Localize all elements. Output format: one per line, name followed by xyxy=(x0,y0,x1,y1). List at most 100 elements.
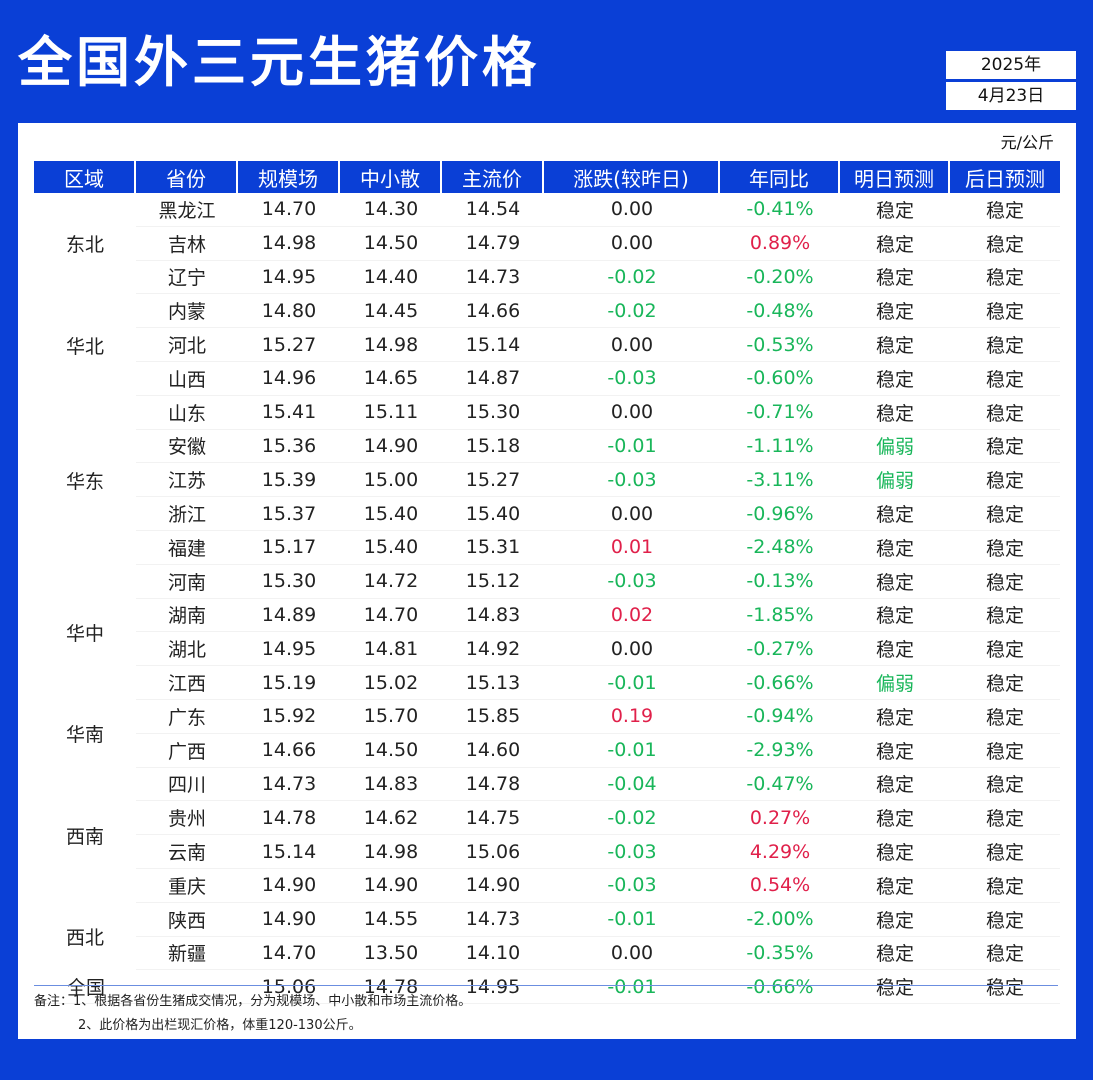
small-farm-cell: 14.72 xyxy=(340,565,442,599)
change-cell: -0.03 xyxy=(544,463,720,498)
day-after-forecast-cell: 稳定 xyxy=(950,937,1060,971)
change-cell: 0.00 xyxy=(544,193,720,227)
day-after-forecast-cell: 稳定 xyxy=(950,396,1060,430)
main-price-cell: 15.85 xyxy=(442,700,544,734)
region-cell: 华中 xyxy=(65,622,104,645)
large-farm-cell: 14.73 xyxy=(238,768,340,802)
yoy-cell: -0.71% xyxy=(720,396,840,430)
tomorrow-forecast-cell: 稳定 xyxy=(840,700,950,734)
small-farm-cell: 15.40 xyxy=(340,531,442,565)
large-farm-cell: 15.27 xyxy=(238,328,340,362)
day-after-forecast-cell: 稳定 xyxy=(950,801,1060,836)
change-cell: -0.03 xyxy=(544,565,720,599)
main-price-cell: 14.83 xyxy=(442,599,544,633)
main-price-cell: 15.06 xyxy=(442,835,544,869)
date-day: 4月23日 xyxy=(946,82,1076,110)
province-cell: 四川 xyxy=(136,768,238,802)
small-farm-cell: 14.70 xyxy=(340,599,442,633)
small-farm-cell: 15.02 xyxy=(340,666,442,700)
main-price-cell: 14.78 xyxy=(442,768,544,802)
table-row: 安徽 15.36 14.90 15.18 -0.01 -1.11% 偏弱 稳定 xyxy=(34,430,1060,464)
large-farm-cell: 15.14 xyxy=(238,835,340,869)
yoy-cell: -0.13% xyxy=(720,565,840,599)
province-cell: 河南 xyxy=(136,565,238,599)
tomorrow-forecast-cell: 稳定 xyxy=(840,599,950,633)
change-cell: 0.00 xyxy=(544,227,720,261)
day-after-forecast-cell: 稳定 xyxy=(950,632,1060,667)
large-farm-cell: 14.78 xyxy=(238,801,340,836)
change-cell: 0.00 xyxy=(544,497,720,531)
main-price-cell: 15.31 xyxy=(442,531,544,565)
main-price-cell: 14.60 xyxy=(442,734,544,768)
small-farm-cell: 14.65 xyxy=(340,362,442,396)
province-cell: 云南 xyxy=(136,835,238,869)
change-cell: -0.02 xyxy=(544,801,720,836)
large-farm-cell: 14.98 xyxy=(238,227,340,261)
region-cell: 西南 xyxy=(65,825,104,848)
large-farm-cell: 14.96 xyxy=(238,362,340,396)
province-cell: 吉林 xyxy=(136,227,238,261)
yoy-cell: -2.48% xyxy=(720,531,840,565)
province-cell: 江西 xyxy=(136,666,238,700)
table-row: 华南 广东 15.92 15.70 15.85 0.19 -0.94% 稳定 稳定 xyxy=(34,700,1060,746)
day-after-forecast-cell: 稳定 xyxy=(950,430,1060,464)
main-price-cell: 14.79 xyxy=(442,227,544,261)
tomorrow-forecast-cell: 稳定 xyxy=(840,227,950,261)
tomorrow-forecast-cell: 稳定 xyxy=(840,261,950,295)
small-farm-cell: 15.70 xyxy=(340,700,442,734)
province-cell: 陕西 xyxy=(136,903,238,937)
change-cell: 0.00 xyxy=(544,937,720,971)
province-cell: 广东 xyxy=(136,700,238,734)
main-price-cell: 15.14 xyxy=(442,328,544,362)
tomorrow-forecast-cell: 稳定 xyxy=(840,497,950,531)
note-1: 备注：1、根据各省份生猪成交情况，分为规模场、中小散和市场主流价格。 xyxy=(34,994,472,1009)
col-header-region: 区域 xyxy=(34,161,136,193)
table-row: 西南 四川 14.73 14.83 14.78 -0.04 -0.47% 稳定 稳定 xyxy=(34,768,1060,848)
small-farm-cell: 14.90 xyxy=(340,430,442,464)
change-cell: -0.02 xyxy=(544,294,720,329)
province-cell: 江苏 xyxy=(136,463,238,498)
col-header-large-farm: 规模场 xyxy=(238,161,340,193)
change-cell: -0.01 xyxy=(544,903,720,937)
province-cell: 安徽 xyxy=(136,430,238,464)
main-price-cell: 14.95 xyxy=(442,970,544,1005)
day-after-forecast-cell: 稳定 xyxy=(950,903,1060,937)
yoy-cell: -2.93% xyxy=(720,734,840,768)
day-after-forecast-cell: 稳定 xyxy=(950,700,1060,734)
small-farm-cell: 14.90 xyxy=(340,869,442,903)
day-after-forecast-cell: 稳定 xyxy=(950,463,1060,498)
day-after-forecast-cell: 稳定 xyxy=(950,497,1060,531)
small-farm-cell: 14.30 xyxy=(340,193,442,227)
day-after-forecast-cell: 稳定 xyxy=(950,666,1060,700)
province-cell: 重庆 xyxy=(136,869,238,903)
large-farm-cell: 15.17 xyxy=(238,531,340,565)
province-cell: 贵州 xyxy=(136,801,238,836)
change-cell: 0.19 xyxy=(544,700,720,734)
table-row: 重庆 14.90 14.90 14.90 -0.03 0.54% 稳定 稳定 xyxy=(34,869,1060,903)
change-cell: -0.03 xyxy=(544,362,720,396)
small-farm-cell: 14.45 xyxy=(340,294,442,329)
large-farm-cell: 15.36 xyxy=(238,430,340,464)
large-farm-cell: 14.80 xyxy=(238,294,340,329)
province-cell: 湖北 xyxy=(136,632,238,667)
region-cell: 西北 xyxy=(65,927,104,950)
region-cell: 华东 xyxy=(65,470,104,493)
table-row: 华北 内蒙 14.80 14.45 14.66 -0.02 -0.48% 稳定 稳定 xyxy=(34,294,1060,358)
yoy-cell: -0.20% xyxy=(720,261,840,295)
notes: 备注：1、根据各省份生猪成交情况，分为规模场、中小散和市场主流价格。 2、此价格… xyxy=(34,985,1058,1038)
tomorrow-forecast-cell: 稳定 xyxy=(840,734,950,768)
day-after-forecast-cell: 稳定 xyxy=(950,565,1060,599)
large-farm-cell: 15.19 xyxy=(238,666,340,700)
large-farm-cell: 14.70 xyxy=(238,193,340,227)
yoy-cell: -0.66% xyxy=(720,970,840,1005)
province-cell: 山东 xyxy=(136,396,238,430)
day-after-forecast-cell: 稳定 xyxy=(950,227,1060,261)
yoy-cell: -0.96% xyxy=(720,497,840,531)
tomorrow-forecast-cell: 稳定 xyxy=(840,193,950,227)
day-after-forecast-cell: 稳定 xyxy=(950,970,1060,1005)
change-cell: 0.00 xyxy=(544,632,720,667)
province-cell: 内蒙 xyxy=(136,294,238,329)
main-price-cell: 15.18 xyxy=(442,430,544,464)
price-panel: 元/公斤 区域 省份 规模场 中小散 主流价 涨跌(较昨日) 年同比 明日预测 … xyxy=(18,123,1076,1039)
small-farm-cell: 14.62 xyxy=(340,801,442,836)
